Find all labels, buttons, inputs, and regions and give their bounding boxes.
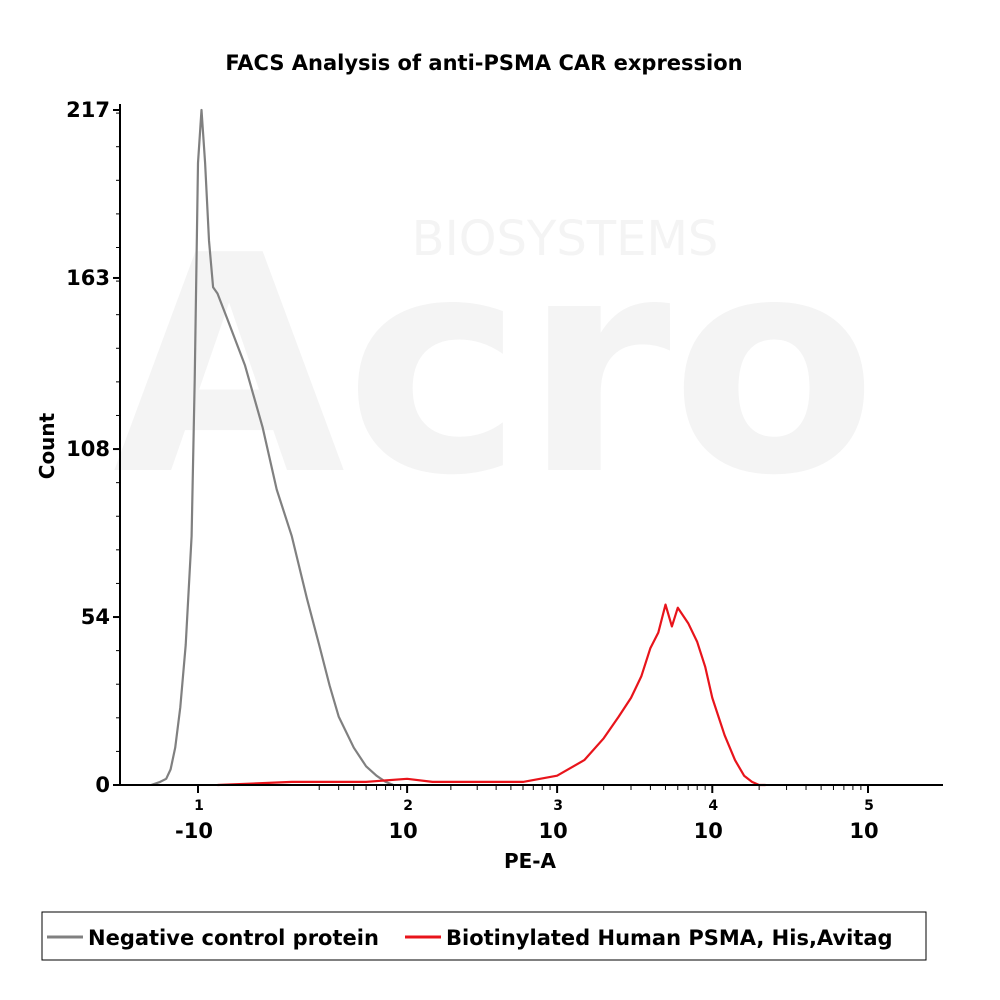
x-tick-label-0: -10	[175, 819, 213, 843]
y-axis-label: Count	[35, 412, 59, 479]
watermark-brand: Acro	[113, 192, 877, 541]
y-tick-label-1: 54	[81, 605, 110, 629]
legend: Negative control protein Biotinylated Hu…	[41, 911, 927, 961]
chart-title: FACS Analysis of anti-PSMA CAR expressio…	[225, 51, 742, 75]
y-tick-label-2: 108	[66, 437, 110, 461]
series-group	[150, 108, 766, 787]
y-tick-label-4: 217	[66, 98, 110, 122]
x-tick-exponent-0: 1	[194, 798, 204, 814]
x-tick-exponent-2: 3	[553, 798, 563, 814]
x-tick-label-2: 10	[538, 819, 567, 843]
legend-box	[41, 911, 927, 961]
y-tick-label-0: 0	[95, 773, 110, 797]
x-tick-exponent-3: 4	[708, 798, 718, 814]
x-tick-label-3: 10	[694, 819, 723, 843]
x-tick-exponent-1: 2	[403, 798, 413, 814]
y-tick-label-3: 163	[66, 266, 110, 290]
legend-label-psma: Biotinylated Human PSMA, His,Avitag	[446, 926, 893, 950]
series-line-0	[150, 108, 394, 787]
legend-label-negative-control: Negative control protein	[88, 926, 379, 950]
x-tick-exponent-4: 5	[864, 798, 874, 814]
x-tick-label-1: 10	[388, 819, 417, 843]
watermark-sub: BIOSYSTEMS	[412, 211, 719, 267]
y-axis-ticks: 0 54 108 163 217	[66, 98, 120, 797]
x-axis-label: PE-A	[504, 849, 557, 873]
series-line-1	[217, 603, 766, 787]
x-tick-label-4: 10	[849, 819, 878, 843]
x-axis-ticks: -10 1 10 2 10 3 10 4 10 5	[175, 785, 879, 843]
watermark: BIOSYSTEMS Acro	[113, 192, 877, 541]
